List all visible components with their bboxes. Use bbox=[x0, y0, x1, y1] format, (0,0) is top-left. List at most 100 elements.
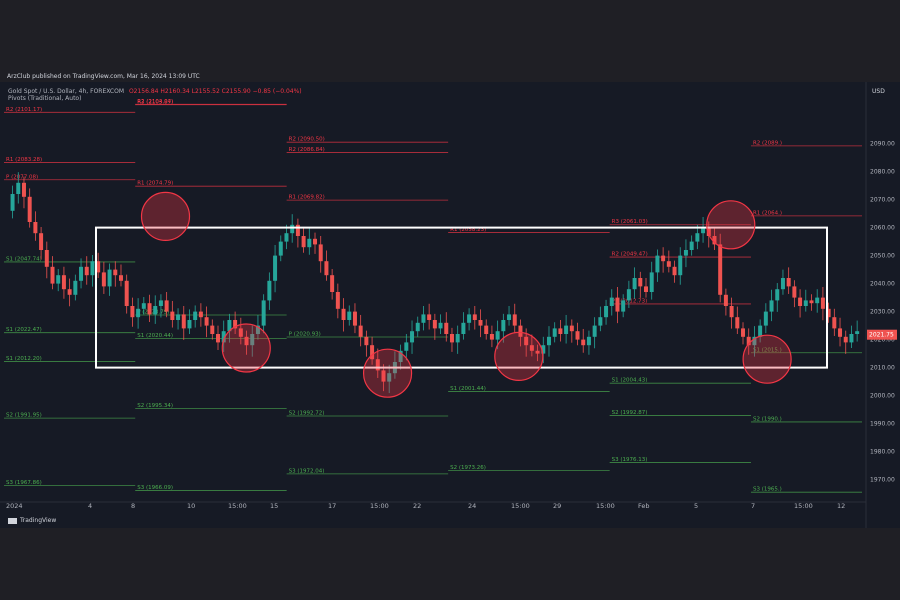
y-tick-label: 2030.00 bbox=[870, 309, 895, 316]
x-tick-label: 17 bbox=[328, 502, 336, 510]
candle-body bbox=[432, 320, 437, 329]
pivot-label: R1 (2058.23) bbox=[450, 227, 486, 233]
candle-body bbox=[598, 317, 603, 326]
candle-body bbox=[187, 320, 192, 329]
candle-body bbox=[158, 300, 163, 306]
candle-body bbox=[706, 227, 711, 236]
candle-body bbox=[758, 325, 763, 337]
candle-body bbox=[632, 278, 637, 290]
candle-body bbox=[438, 322, 443, 329]
candle-body bbox=[398, 350, 403, 362]
candle-body bbox=[261, 300, 266, 326]
price-tag-label: 2021.75 bbox=[869, 332, 894, 339]
candle-body bbox=[318, 244, 323, 262]
candle-body bbox=[358, 325, 363, 337]
candle-body bbox=[295, 224, 300, 236]
candle-body bbox=[164, 300, 169, 312]
symbol-legend[interactable]: Gold Spot / U.S. Dollar, 4h, FOREXCOM O2… bbox=[8, 88, 302, 95]
pivot-label: S1 (2020.44) bbox=[137, 333, 173, 339]
candle-body bbox=[546, 336, 551, 346]
ohlc-values: O2156.84 H2160.34 L2155.52 C2155.90 −0.8… bbox=[128, 88, 302, 95]
candle-body bbox=[113, 269, 118, 276]
pivot-label: S2 (1992.87) bbox=[612, 410, 648, 416]
candle-body bbox=[238, 328, 243, 337]
x-tick-label: 8 bbox=[131, 502, 135, 510]
indicator-legend[interactable]: Pivots (Traditional, Auto) bbox=[8, 95, 82, 102]
candle-body bbox=[592, 325, 597, 337]
candle-body bbox=[313, 238, 318, 245]
candle-body bbox=[552, 328, 557, 337]
candle-body bbox=[489, 334, 494, 340]
x-tick-label: Feb bbox=[638, 502, 650, 510]
candle-body bbox=[284, 233, 289, 242]
candle-body bbox=[221, 331, 226, 343]
annotations bbox=[95, 191, 828, 398]
pivot-label: S2 (1990.) bbox=[753, 416, 782, 422]
candle-body bbox=[250, 334, 255, 346]
candle-body bbox=[849, 334, 854, 343]
x-tick-label: 4 bbox=[88, 502, 92, 510]
candle-body bbox=[130, 306, 135, 318]
y-tick-label: 2070.00 bbox=[870, 197, 895, 204]
candle-body bbox=[655, 255, 660, 273]
candle-body bbox=[644, 286, 648, 292]
candle-body bbox=[39, 233, 44, 250]
pivot-label: R1 (2064.) bbox=[753, 210, 782, 216]
x-tick-label: 22 bbox=[413, 502, 421, 510]
candle-body bbox=[267, 280, 272, 301]
candle-body bbox=[301, 236, 306, 248]
candle-body bbox=[415, 322, 420, 332]
candle-body bbox=[461, 322, 466, 334]
candle-body bbox=[803, 300, 808, 306]
pivot-label: S1 (2012.20) bbox=[6, 356, 42, 362]
pivot-label: P1 (2012.73) bbox=[612, 298, 648, 304]
candle-body bbox=[153, 306, 158, 315]
candle-body bbox=[324, 261, 329, 276]
candle-body bbox=[290, 224, 295, 234]
candle-body bbox=[815, 297, 820, 304]
pivot-label: S3 (1966.09) bbox=[137, 485, 173, 491]
candle-body bbox=[124, 280, 129, 306]
touch-circle bbox=[221, 323, 271, 373]
range-box bbox=[95, 226, 828, 369]
x-tick-label: 10 bbox=[187, 502, 195, 510]
candle-body bbox=[107, 269, 112, 287]
candle-body bbox=[666, 261, 671, 267]
pivot-label: S2 (1991.95) bbox=[6, 413, 42, 419]
candle-body bbox=[56, 275, 61, 284]
candle-body bbox=[838, 328, 843, 337]
price-chart[interactable]: R2 (2101.17) R1 (2083.28) P (2077.08) S1 (2… bbox=[0, 82, 900, 528]
candle-body bbox=[176, 314, 181, 320]
tradingview-logo-icon bbox=[8, 517, 17, 524]
candle-body bbox=[586, 336, 591, 346]
candle-body bbox=[769, 300, 774, 312]
x-tick-label: 29 bbox=[553, 502, 561, 510]
candle-body bbox=[575, 331, 580, 340]
pivot-label: S2 (1992.72) bbox=[289, 410, 325, 416]
y-tick-label: 2040.00 bbox=[870, 281, 895, 288]
candle-body bbox=[507, 314, 512, 320]
pivot-label: R1 (2074.79) bbox=[137, 181, 173, 187]
candle-body bbox=[404, 342, 409, 351]
candle-body bbox=[204, 317, 209, 326]
x-tick-label: 15:00 bbox=[596, 502, 615, 510]
touch-circle bbox=[742, 334, 792, 384]
candle-body bbox=[581, 339, 586, 346]
axes: 2090.00 2080.00 2070.00 2060.00 2050.00 2040.… bbox=[0, 82, 897, 528]
pivot-label: R3 (2061.03) bbox=[612, 219, 648, 225]
pivot-label: P (2020.93) bbox=[289, 331, 321, 337]
chart-pane[interactable]: R2 (2101.17) R1 (2083.28) P (2077.08) S1 (2… bbox=[0, 82, 900, 528]
candle-body bbox=[44, 250, 49, 267]
touch-circle bbox=[362, 348, 413, 398]
candle-body bbox=[701, 227, 706, 234]
x-tick-label: 12 bbox=[837, 502, 845, 510]
pivot-label: R2 (2101.17) bbox=[6, 107, 42, 113]
candle-body bbox=[352, 311, 357, 326]
pivot-levels: R2 (2101.17) R1 (2083.28) P (2077.08) S1 (2… bbox=[4, 99, 862, 493]
candle-body bbox=[370, 345, 375, 360]
pivot-label: S2 (1973.26) bbox=[450, 465, 486, 471]
y-tick-label: 2060.00 bbox=[870, 225, 895, 232]
currency-label[interactable]: USD bbox=[872, 88, 885, 95]
x-tick-label: 24 bbox=[468, 502, 476, 510]
candle-body bbox=[67, 289, 72, 295]
